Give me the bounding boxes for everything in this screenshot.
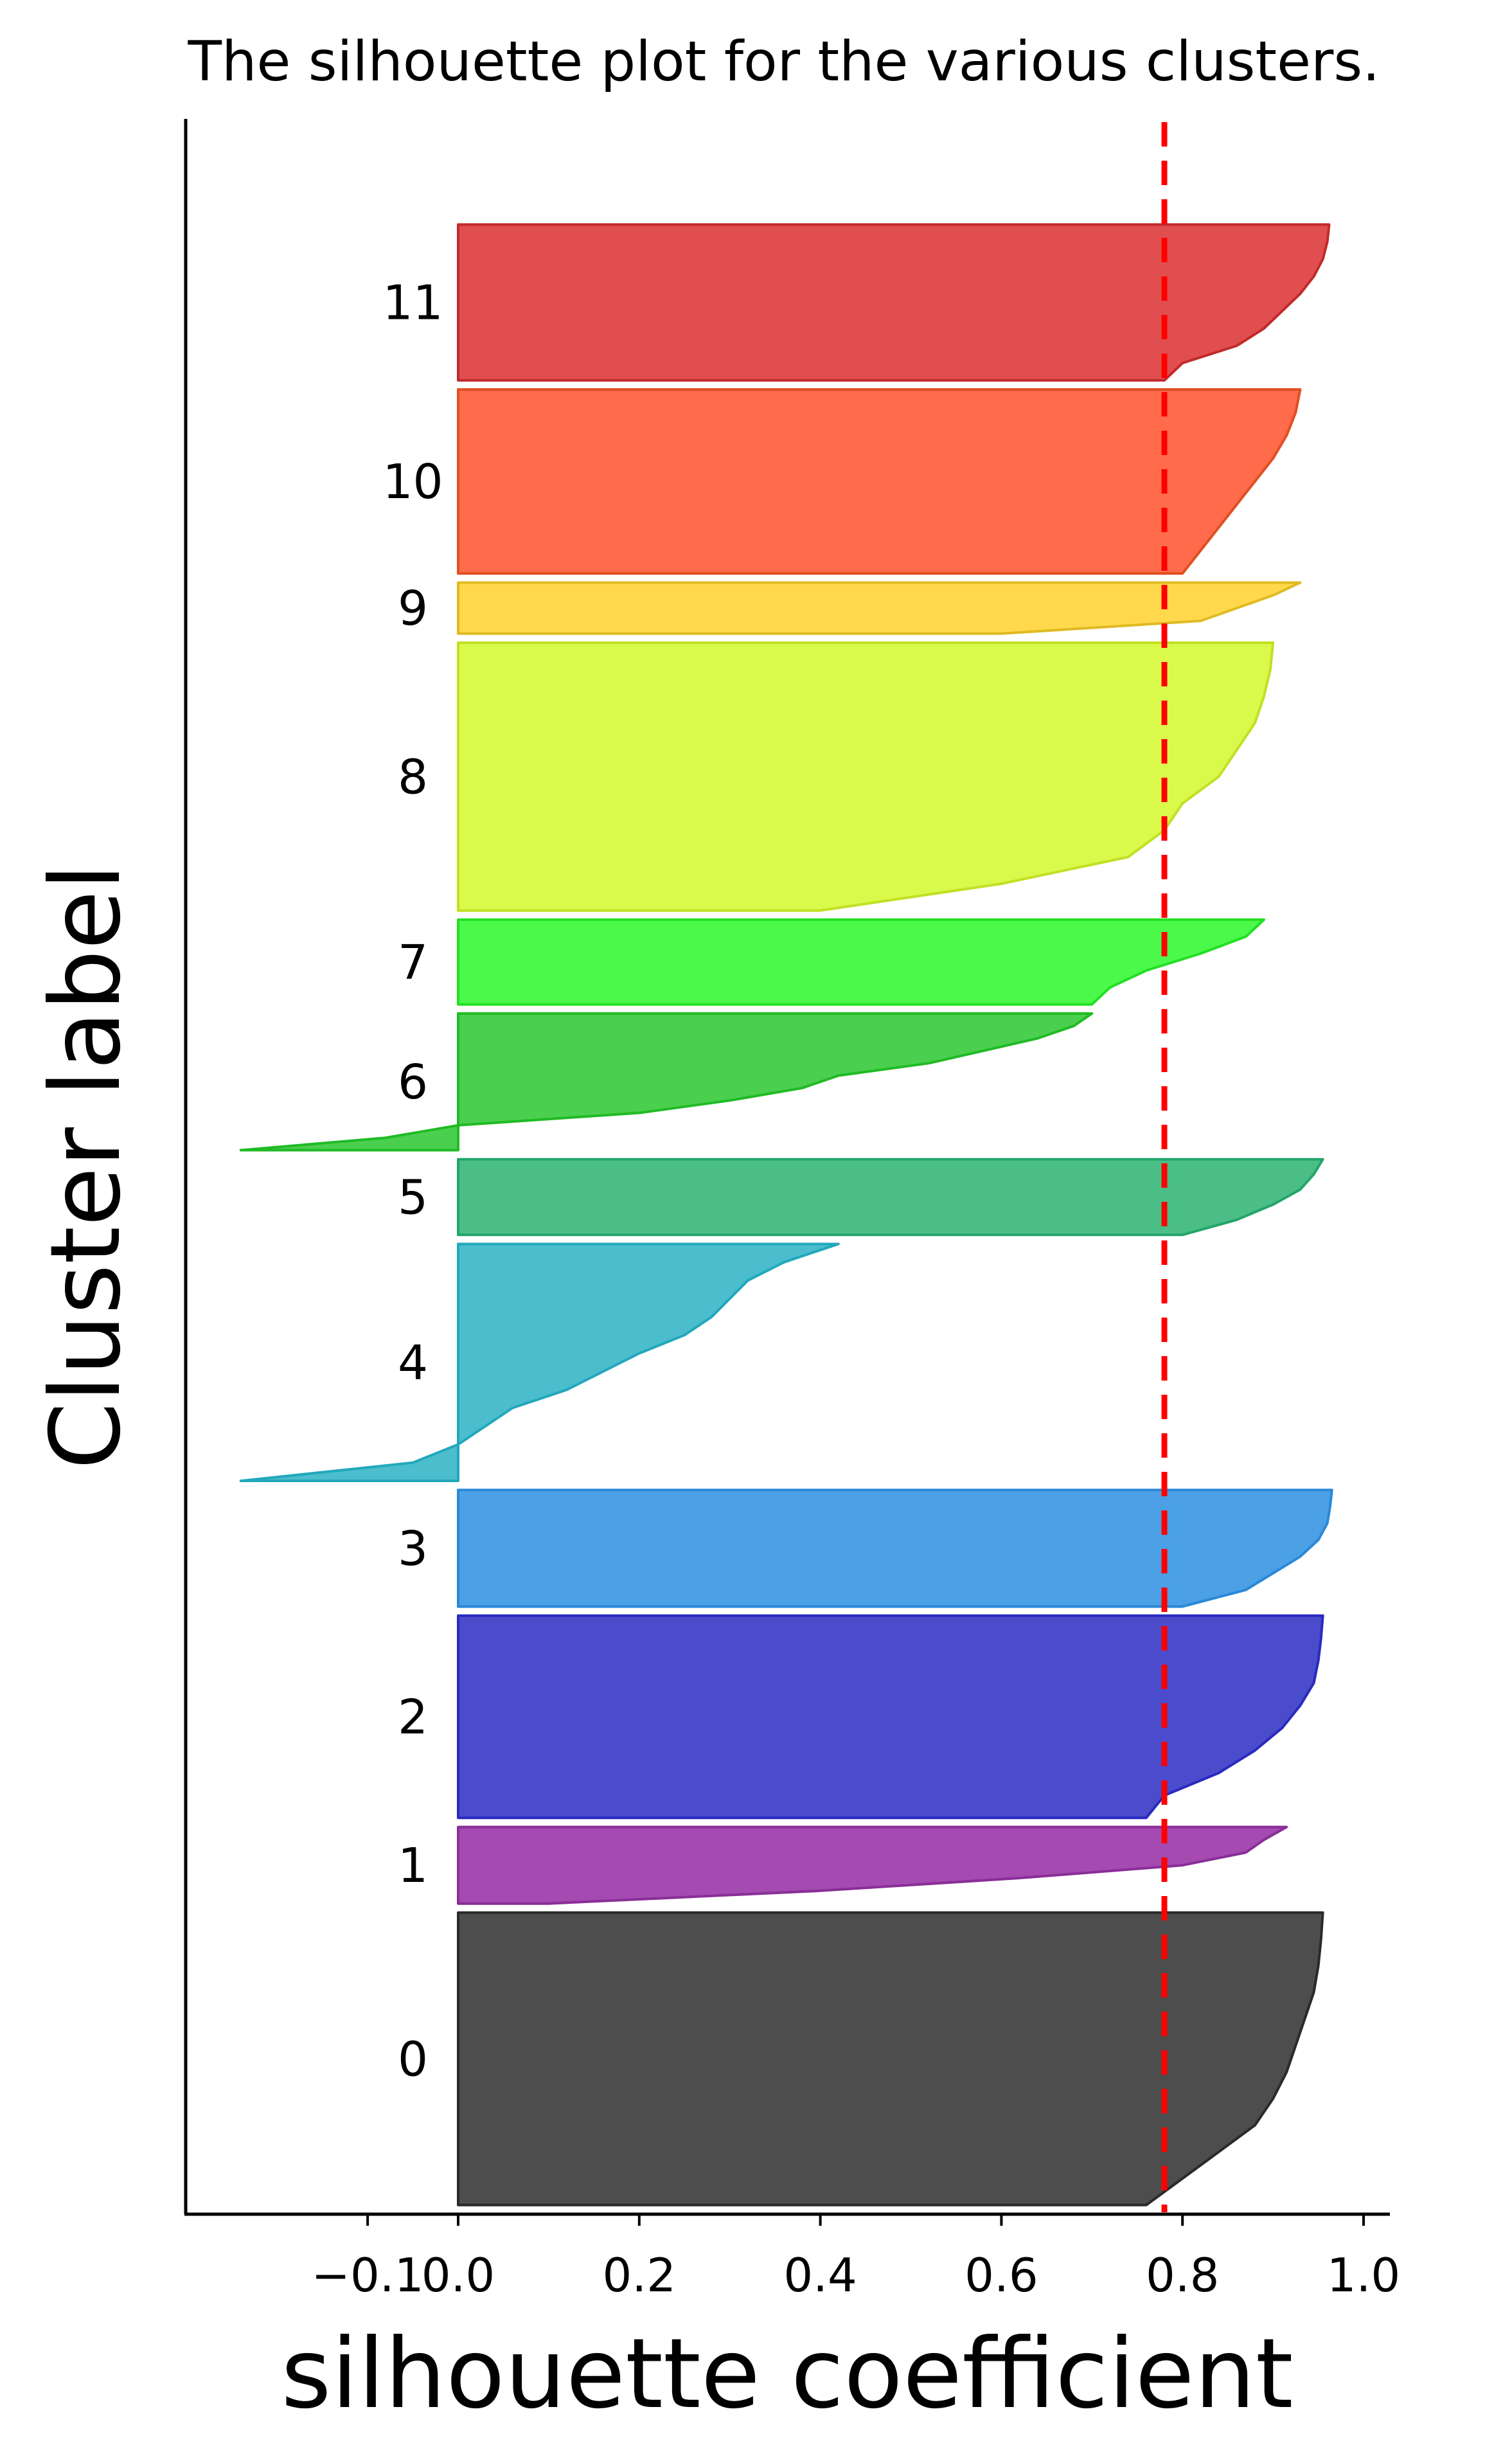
cluster-label-2: 2 — [398, 1690, 428, 1745]
x-tick-label: 0.2 — [603, 2248, 677, 2302]
x-tick-label: 0.8 — [1146, 2248, 1220, 2302]
y-axis-label: Cluster label — [30, 864, 142, 1470]
cluster-1-area — [457, 1825, 1288, 1905]
cluster-label-8: 8 — [398, 749, 428, 805]
cluster-label-5: 5 — [398, 1170, 428, 1225]
cluster-5-area — [457, 1158, 1324, 1237]
x-tick-label: 0.4 — [783, 2248, 857, 2302]
cluster-label-11: 11 — [382, 276, 443, 331]
cluster-9-area — [457, 581, 1302, 635]
cluster-label-7: 7 — [398, 935, 428, 990]
x-tick-label: −0.1 — [312, 2248, 424, 2302]
x-axis-ticks: −0.10.0 0.2 0.4 0.6 0.8 1.0 — [312, 2214, 1401, 2302]
cluster-8-area — [457, 641, 1275, 912]
x-tick-label: 0.0 — [422, 2248, 495, 2302]
cluster-2-area — [457, 1614, 1324, 1820]
cluster-label-10: 10 — [382, 454, 443, 510]
cluster-label-3: 3 — [398, 1521, 428, 1577]
chart-title: The silhouette plot for the various clus… — [187, 30, 1380, 94]
cluster-11-area — [457, 223, 1331, 382]
x-tick-label: 0.6 — [965, 2248, 1038, 2302]
x-axis-label: silhouette coefficient — [281, 2318, 1293, 2430]
cluster-labels: 0 1 2 3 4 5 6 7 8 9 10 11 — [382, 276, 443, 2088]
cluster-0-area — [457, 1911, 1324, 2206]
cluster-10-area — [457, 388, 1302, 575]
cluster-label-6: 6 — [398, 1055, 428, 1110]
cluster-label-9: 9 — [398, 581, 428, 636]
cluster-areas — [239, 223, 1333, 2206]
x-tick-label: 1.0 — [1327, 2248, 1401, 2302]
cluster-label-0: 0 — [398, 2032, 428, 2087]
cluster-label-4: 4 — [398, 1336, 428, 1391]
cluster-4-area — [239, 1242, 840, 1482]
cluster-label-1: 1 — [398, 1838, 428, 1893]
cluster-7-area — [457, 918, 1265, 1006]
cluster-3-area — [457, 1489, 1333, 1608]
cluster-6-area — [239, 1012, 1094, 1152]
